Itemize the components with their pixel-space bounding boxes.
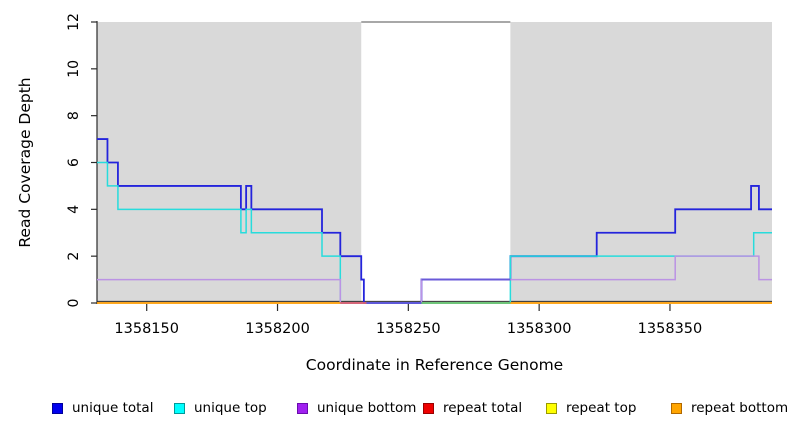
y-tick-label: 12 xyxy=(66,13,82,31)
legend-label: unique top xyxy=(194,400,267,416)
series-unique-bottom xyxy=(97,255,772,304)
repeat-total-swatch-icon xyxy=(423,402,434,414)
x-tick-label: 1358200 xyxy=(245,321,310,337)
series-unique-total xyxy=(97,138,772,304)
repeat-top-swatch-icon xyxy=(546,402,557,414)
legend-label: repeat bottom xyxy=(691,400,789,416)
legend-item-unique-total: unique total xyxy=(52,398,153,418)
x-tick-label: 1358250 xyxy=(376,321,441,337)
y-tick-label: 2 xyxy=(66,252,82,261)
coverage-chart: 0 2 4 6 8 10 12 1358150 1358200 1358250 1358300 135… xyxy=(16,13,772,374)
repeat-bottom-swatch-icon xyxy=(671,402,682,414)
legend-item-repeat-total: repeat total xyxy=(423,398,522,418)
legend-label: unique total xyxy=(72,400,154,416)
y-tick-label: 8 xyxy=(66,111,82,120)
unique-bottom-swatch-icon xyxy=(297,402,308,414)
x-axis-title: Coordinate in Reference Genome xyxy=(306,356,563,374)
legend-label: repeat total xyxy=(443,400,523,416)
legend-item-unique-top: unique top xyxy=(174,398,267,418)
y-axis-title: Read Coverage Depth xyxy=(16,77,34,247)
legend-label: repeat top xyxy=(566,400,637,416)
legend-item-unique-bottom: unique bottom xyxy=(297,398,416,418)
y-tick-label: 10 xyxy=(66,60,82,78)
background-band xyxy=(510,22,772,303)
legend-item-repeat-bottom: repeat bottom xyxy=(671,398,788,418)
y-tick-label: 6 xyxy=(66,158,82,167)
background-band xyxy=(97,22,362,303)
unique-total-swatch-icon xyxy=(52,402,63,414)
legend-label: unique bottom xyxy=(317,400,417,416)
chart-legend: unique total unique top unique bottom re… xyxy=(0,398,792,422)
unique-top-swatch-icon xyxy=(174,402,185,414)
legend-item-repeat-top: repeat top xyxy=(546,398,636,418)
x-tick-label: 1358350 xyxy=(638,321,703,337)
series-unique-top xyxy=(97,161,772,304)
x-tick-label: 1358150 xyxy=(114,321,179,337)
y-tick-label: 0 xyxy=(66,299,82,308)
y-tick-label: 4 xyxy=(66,205,82,214)
x-tick-label: 1358300 xyxy=(507,321,572,337)
